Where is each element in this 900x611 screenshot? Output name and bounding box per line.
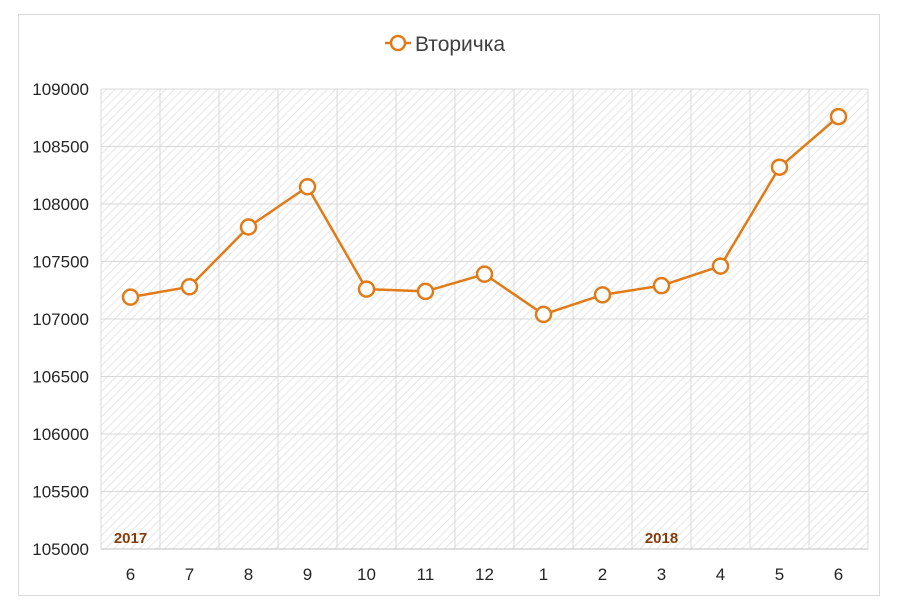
x-tick-label: 10 (357, 565, 376, 584)
data-point (711, 257, 730, 275)
x-tick-label: 4 (716, 565, 725, 584)
year-annotation: 2018 (645, 530, 678, 547)
y-tick-label: 108500 (32, 138, 89, 157)
y-tick-label: 106000 (32, 425, 89, 444)
x-tick-label: 7 (185, 565, 194, 584)
grid-lines (100, 88, 869, 550)
x-tick-label: 3 (657, 565, 666, 584)
legend-marker (389, 34, 407, 52)
data-point (770, 158, 789, 176)
year-annotation: 2017 (114, 530, 147, 547)
x-tick-label: 6 (126, 565, 135, 584)
data-point (416, 282, 435, 301)
x-tick-label: 9 (303, 565, 312, 584)
y-tick-label: 106500 (32, 368, 89, 387)
y-tick-label: 108000 (32, 195, 89, 214)
x-tick-label: 12 (475, 565, 494, 584)
data-point (180, 278, 199, 296)
data-point (593, 286, 612, 304)
legend-label: Вторичка (415, 33, 505, 56)
y-axis: 105000 105500 106000 106500 107000 107500 1080… (32, 80, 89, 559)
x-tick-label: 5 (775, 565, 784, 584)
y-tick-label: 107000 (32, 310, 89, 329)
data-point (298, 178, 317, 196)
data-point (239, 218, 258, 236)
legend: Вторичка (385, 33, 505, 56)
series-group (121, 107, 848, 324)
data-point (829, 107, 848, 126)
x-tick-label: 11 (417, 565, 435, 584)
y-tick-label: 107500 (32, 253, 89, 272)
y-tick-label: 105500 (32, 483, 89, 502)
data-point (652, 276, 671, 295)
y-tick-label: 109000 (32, 80, 89, 99)
x-tick-label: 6 (834, 565, 843, 584)
year-annotations: 2017 2018 (114, 530, 678, 547)
x-tick-label: 8 (244, 565, 253, 584)
data-point (534, 305, 553, 324)
x-axis: 6 7 8 9 10 11 12 1 2 3 4 5 6 (126, 565, 843, 584)
x-tick-label: 1 (539, 565, 548, 584)
data-point (357, 280, 376, 298)
x-tick-label: 2 (598, 565, 607, 584)
data-point (475, 265, 494, 283)
data-point (121, 288, 140, 306)
y-tick-label: 105000 (32, 540, 89, 559)
